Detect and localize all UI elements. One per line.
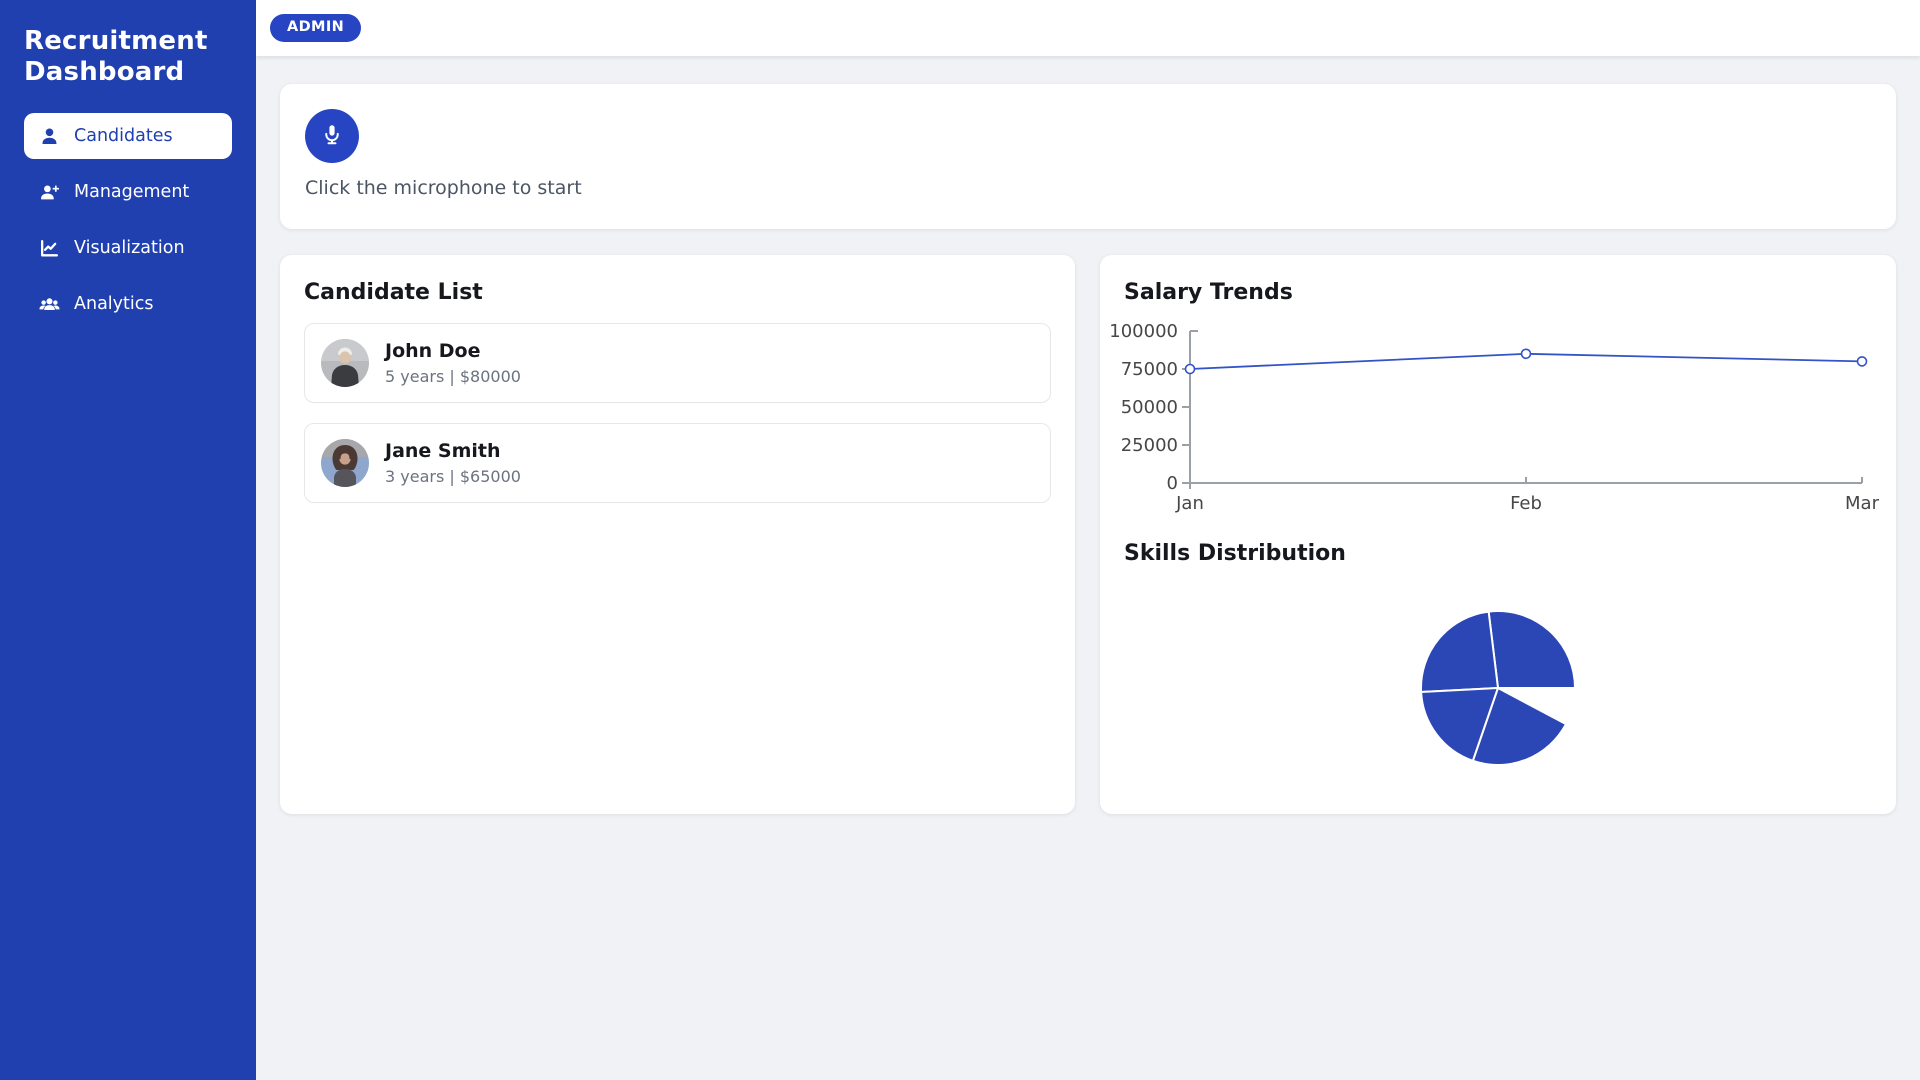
sidebar-item-management[interactable]: Management: [24, 169, 232, 215]
candidate-info: Jane Smith 3 years | $65000: [385, 440, 521, 486]
salary-trends-title: Salary Trends: [1124, 280, 1293, 305]
candidate-name: Jane Smith: [385, 440, 501, 462]
svg-text:Mar: Mar: [1845, 493, 1880, 514]
user-icon: [39, 126, 60, 147]
charts-card: Salary Trends 0 25000 50000 75000 100000 Jan F…: [1100, 255, 1896, 814]
svg-text:0: 0: [1167, 473, 1178, 494]
candidate-row[interactable]: Jane Smith 3 years | $65000: [304, 423, 1051, 503]
svg-text:50000: 50000: [1121, 397, 1178, 418]
candidate-avatar: [321, 339, 369, 387]
skills-distribution-chart: [1420, 610, 1576, 766]
candidate-name: John Doe: [385, 340, 481, 362]
svg-text:25000: 25000: [1121, 435, 1178, 456]
skills-distribution-title: Skills Distribution: [1124, 541, 1346, 566]
sidebar-item-analytics[interactable]: Analytics: [24, 281, 232, 327]
svg-text:75000: 75000: [1121, 359, 1178, 380]
sidebar-item-label: Candidates: [74, 126, 173, 147]
microphone-button[interactable]: [305, 109, 359, 163]
microphone-icon: [319, 122, 345, 151]
admin-badge: ADMIN: [270, 14, 362, 42]
sidebar-item-label: Analytics: [74, 294, 154, 315]
candidate-details: 3 years | $65000: [385, 467, 521, 486]
candidate-avatar: [321, 439, 369, 487]
sidebar: Recruitment Dashboard Candidates Managem…: [0, 0, 256, 1080]
user-plus-icon: [39, 182, 60, 203]
candidate-list-card: Candidate List John Doe 5 years: [280, 255, 1075, 814]
app-title: Recruitment Dashboard: [24, 26, 208, 87]
chart-line-icon: [39, 238, 60, 259]
voice-prompt: Click the microphone to start: [305, 177, 582, 199]
users-icon: [39, 294, 60, 315]
salary-trends-chart: 0 25000 50000 75000 100000 Jan Feb Mar: [1109, 321, 1879, 514]
sidebar-item-label: Management: [74, 182, 190, 203]
cards-row: Candidate List John Doe 5 years: [280, 255, 1896, 814]
sidebar-item-candidates[interactable]: Candidates: [24, 113, 232, 160]
sidebar-nav: Candidates Management Visualization Anal…: [24, 113, 232, 327]
voice-panel: Click the microphone to start: [280, 84, 1896, 229]
candidate-row[interactable]: John Doe 5 years | $80000: [304, 323, 1051, 403]
candidate-info: John Doe 5 years | $80000: [385, 340, 521, 386]
candidate-list-title: Candidate List: [304, 280, 483, 305]
content-area: Click the microphone to start Candidate …: [256, 56, 1920, 814]
sidebar-item-label: Visualization: [74, 238, 185, 259]
svg-text:Jan: Jan: [1175, 493, 1204, 514]
svg-text:Feb: Feb: [1510, 493, 1542, 514]
candidate-details: 5 years | $80000: [385, 367, 521, 386]
topbar: ADMIN: [256, 0, 1920, 56]
sidebar-item-visualization[interactable]: Visualization: [24, 225, 232, 271]
svg-text:100000: 100000: [1109, 321, 1178, 342]
